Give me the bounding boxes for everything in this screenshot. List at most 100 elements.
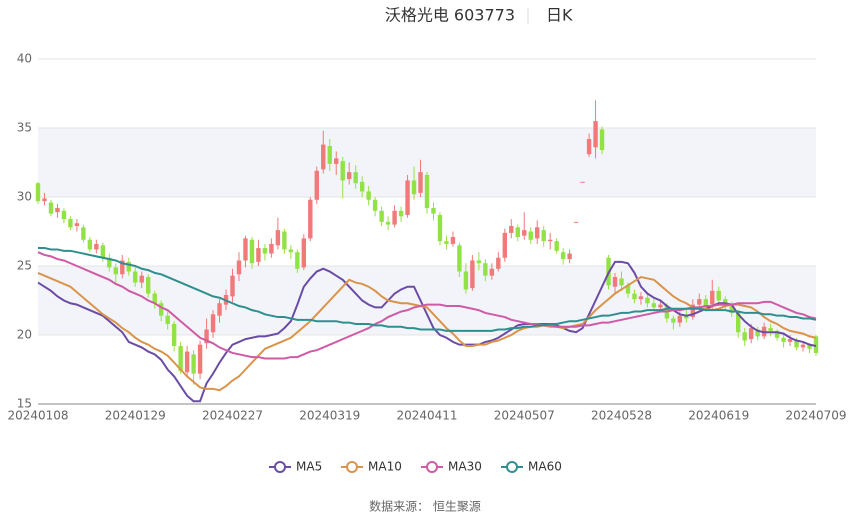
candle-body: [567, 253, 572, 260]
candle-body: [502, 232, 507, 258]
candle-body: [217, 303, 222, 316]
legend-marker: [346, 461, 358, 473]
candle-body: [107, 257, 112, 268]
candle-body: [236, 260, 242, 275]
candle-body: [340, 161, 345, 181]
x-tick-label: 20240108: [7, 409, 68, 423]
candle-body: [619, 278, 624, 286]
candle-body: [61, 210, 67, 220]
candle-body: [184, 351, 190, 373]
y-tick-label: 40: [17, 52, 32, 66]
candle-body: [593, 121, 598, 148]
candle-body: [677, 315, 683, 323]
candle-body: [230, 275, 235, 297]
candle-body: [35, 183, 41, 202]
candle-body: [742, 332, 747, 341]
candle-body: [74, 223, 80, 226]
ma-line: [38, 247, 817, 332]
candle-body: [113, 267, 118, 275]
candle-body: [476, 260, 482, 264]
candle-body: [152, 293, 157, 304]
candle-body: [120, 260, 125, 275]
candle-body: [612, 277, 618, 287]
legend-label: MA10: [368, 460, 402, 474]
candle-body: [768, 328, 773, 331]
candle-body: [418, 172, 423, 193]
candle-body: [489, 268, 495, 276]
candle-body: [405, 180, 410, 215]
ma-line: [37, 271, 817, 392]
candle-body: [379, 210, 384, 222]
candle-body: [736, 312, 741, 333]
candle-body: [126, 261, 131, 272]
candle-body: [100, 245, 106, 258]
candle-body: [210, 314, 216, 333]
candle-body: [165, 315, 170, 324]
y-tick-label: 35: [17, 121, 32, 135]
candle-body: [509, 225, 514, 233]
candle-body: [347, 172, 352, 180]
y-tick-label: 30: [17, 190, 32, 204]
legend-marker: [274, 461, 286, 473]
candle-body: [444, 241, 449, 244]
candle-body: [599, 129, 605, 151]
plot-background: [38, 58, 816, 405]
candle-body: [146, 277, 151, 294]
candle-body: [262, 248, 268, 254]
candle-body: [658, 304, 663, 308]
x-tick-label: 20240227: [202, 409, 263, 423]
candle-body: [697, 299, 702, 305]
candle-body: [483, 263, 488, 276]
candle-body: [800, 344, 806, 348]
x-tick-label: 20240507: [494, 409, 555, 423]
candle-body: [249, 239, 255, 264]
candle-body: [197, 344, 203, 374]
y-tick-label: 25: [17, 259, 32, 273]
candle-body: [353, 172, 358, 184]
candle-body: [586, 139, 592, 155]
candle-body: [42, 198, 47, 202]
candle-body: [554, 241, 559, 251]
candle-body: [327, 145, 332, 164]
candle-body: [437, 214, 443, 242]
candle-body: [528, 231, 533, 240]
x-tick-label: 20240528: [591, 409, 652, 423]
chart-subtitle: 日K: [546, 6, 573, 25]
legend-item: MA5: [269, 460, 322, 474]
x-tick-label: 20240411: [396, 409, 457, 423]
candle-body: [48, 202, 54, 214]
legend-item: MA10: [341, 460, 402, 474]
legend-label: MA5: [296, 460, 322, 474]
candle-body: [191, 354, 196, 374]
candle-body: [690, 304, 696, 318]
candle-body: [522, 230, 527, 236]
candle-body: [178, 346, 183, 371]
candle-body: [372, 199, 378, 211]
candle-body: [411, 180, 417, 195]
candle-body: [295, 252, 300, 269]
candle-body: [457, 245, 462, 272]
candle-body: [638, 296, 644, 300]
legend-item: MA30: [421, 460, 482, 474]
candle-body: [269, 243, 274, 254]
candle-body: [256, 248, 261, 262]
candle-body: [314, 170, 319, 200]
x-tick-label: 20240129: [105, 409, 166, 423]
candle-body: [632, 293, 637, 300]
candle-body: [748, 328, 754, 340]
candle-body: [275, 230, 281, 246]
candle-body: [359, 181, 365, 192]
candle-body: [515, 227, 520, 238]
source-note: 数据来源： 恒生聚源: [369, 499, 481, 514]
candle-body: [55, 208, 60, 213]
legend-item: MA60: [501, 460, 562, 474]
candle-body: [158, 303, 164, 316]
candle-body: [684, 315, 689, 319]
legend-marker: [426, 461, 438, 473]
candle-body: [794, 340, 799, 348]
candle-body: [204, 329, 209, 344]
candle-body: [573, 221, 579, 223]
candle-body: [787, 339, 793, 342]
candle-body: [431, 208, 436, 214]
